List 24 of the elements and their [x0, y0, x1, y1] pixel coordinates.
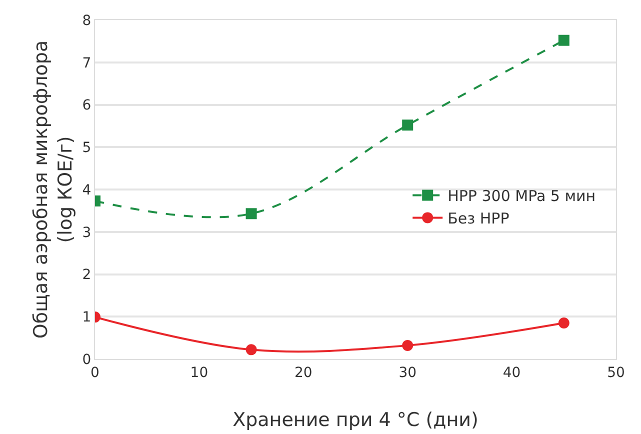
legend-label: HPP 300 MPa 5 мин	[448, 187, 596, 206]
point	[402, 120, 414, 131]
y-tick-label: 8	[82, 12, 92, 29]
y-tick-label: 5	[82, 140, 92, 156]
point	[246, 208, 257, 220]
y-tick-label: 4	[82, 182, 92, 198]
point	[558, 317, 570, 328]
y-tick-label: 3	[82, 224, 92, 241]
point	[558, 34, 570, 46]
x-axis-title: Хранение при 4 °C (дни)	[232, 409, 478, 431]
point	[246, 344, 257, 356]
y-axis-title: Общая аэробная микрофлора (log КОЕ/г)	[30, 40, 77, 339]
point	[402, 340, 414, 351]
x-tick-label: 40	[502, 364, 521, 381]
y-tick-label: 0	[82, 352, 92, 368]
x-tick-label: 20	[294, 364, 312, 381]
x-tick-label: 30	[398, 364, 417, 381]
legend-label: Без HPP	[448, 210, 510, 228]
y-tick-label: 2	[82, 267, 92, 284]
y-tick-label: 7	[82, 55, 92, 72]
y-tick-label: 6	[82, 98, 92, 114]
x-tick-label: 50	[607, 364, 625, 381]
x-tick-label: 10	[190, 364, 208, 381]
y-tick-label: 1	[82, 310, 92, 326]
